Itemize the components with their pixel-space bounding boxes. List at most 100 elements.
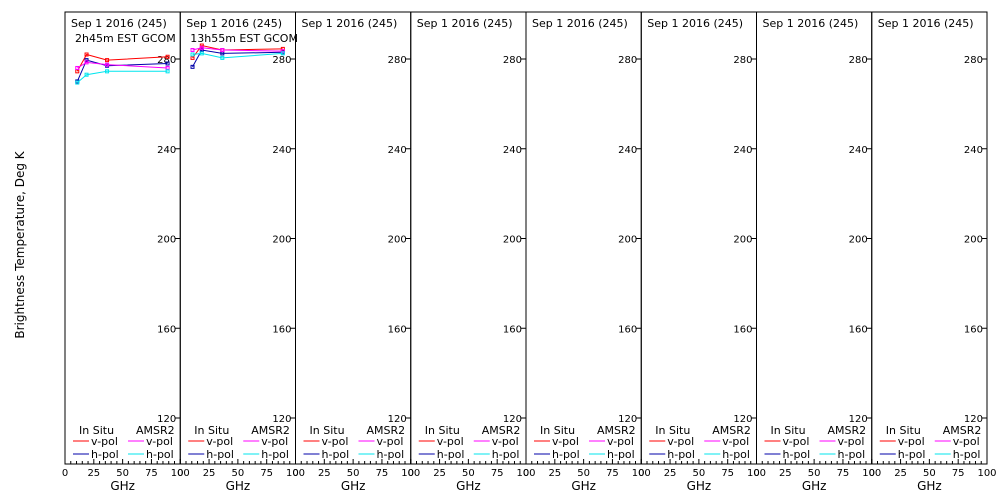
series-line	[76, 53, 168, 72]
data-point	[105, 62, 110, 67]
y-axis-label: Brightness Temperature, Deg K	[13, 150, 27, 338]
data-point	[75, 65, 80, 70]
x-tick-label: 75	[952, 468, 965, 479]
x-axis-label: GHz	[456, 479, 481, 493]
x-tick-label: 0	[408, 468, 414, 479]
panel-title: Sep 1 2016 (245)	[878, 17, 974, 30]
data-point	[105, 69, 110, 74]
y-tick-label: 280	[733, 55, 752, 66]
y-tick-label: 280	[618, 55, 637, 66]
y-tick-label: 240	[503, 145, 522, 156]
x-tick-label: 50	[923, 468, 936, 479]
legend-label: h-pol	[91, 448, 119, 461]
x-tick-label: 50	[347, 468, 360, 479]
y-tick-label: 240	[733, 145, 752, 156]
legend-label: h-pol	[377, 448, 405, 461]
x-tick-label: 50	[808, 468, 821, 479]
y-tick-label: 280	[272, 55, 291, 66]
data-point	[84, 52, 89, 57]
y-tick-label: 120	[157, 414, 176, 425]
data-point	[84, 58, 89, 63]
y-tick-label: 280	[849, 55, 868, 66]
legend-label: h-pol	[146, 448, 174, 461]
x-tick-label: 25	[548, 468, 561, 479]
legend-header-amsr2: AMSR2	[136, 424, 175, 437]
y-tick-label: 280	[503, 55, 522, 66]
x-tick-label: 100	[171, 468, 190, 479]
x-axis-label: GHz	[802, 479, 827, 493]
y-tick-label: 200	[272, 235, 291, 246]
x-axis-label: GHz	[226, 479, 251, 493]
data-point	[75, 80, 80, 85]
legend-header-insitu: In Situ	[79, 424, 114, 437]
x-axis-label: GHz	[571, 479, 596, 493]
x-tick-label: 25	[318, 468, 331, 479]
legend-label: h-pol	[492, 448, 520, 461]
data-point	[199, 45, 204, 50]
legend-label: h-pol	[783, 448, 811, 461]
series-line	[76, 59, 168, 82]
data-point	[190, 64, 195, 69]
x-tick-label: 100	[747, 468, 766, 479]
legend-label: v-pol	[261, 435, 288, 448]
panel-5: Sep 1 2016 (245) 120 160 200 240 280 0 25 50 75 10…	[523, 11, 651, 493]
x-tick-label: 0	[869, 468, 875, 479]
y-tick-label: 240	[618, 145, 637, 156]
panel-8: Sep 1 2016 (245) 120 160 200 240 280 0 25 50 75 10…	[869, 11, 997, 493]
panel-4: Sep 1 2016 (245) 120 160 200 240 280 0 25 50 75 10…	[408, 11, 536, 493]
x-tick-label: 25	[894, 468, 907, 479]
x-tick-label: 50	[116, 468, 129, 479]
legend-label: v-pol	[607, 435, 634, 448]
panel-1: Sep 1 2016 (245) 2h45m EST GCOM 120 160 200 2…	[62, 11, 190, 493]
panel-title: Sep 1 2016 (245)	[302, 17, 398, 30]
legend-label: h-pol	[722, 448, 750, 461]
x-tick-label: 50	[577, 468, 590, 479]
panel-title: Sep 1 2016 (245)	[763, 17, 859, 30]
legend-label: v-pol	[437, 435, 464, 448]
x-tick-label: 0	[62, 468, 68, 479]
data-point	[165, 69, 170, 74]
x-tick-label: 0	[292, 468, 298, 479]
x-axis-label: GHz	[917, 479, 942, 493]
data-point	[75, 69, 80, 74]
panel-3: Sep 1 2016 (245) 120 160 200 240 280 0 25 50 75 10…	[292, 11, 420, 493]
data-point	[280, 51, 285, 56]
y-tick-label: 240	[272, 145, 291, 156]
legend-label: h-pol	[552, 448, 580, 461]
y-tick-label: 280	[964, 55, 983, 66]
legend-header-amsr2: AMSR2	[597, 424, 636, 437]
legend-label: v-pol	[492, 435, 519, 448]
data-point	[280, 49, 285, 54]
y-tick-label: 160	[618, 324, 637, 335]
x-tick-label: 50	[232, 468, 245, 479]
x-tick-label: 25	[779, 468, 792, 479]
legend-header-insitu: In Situ	[194, 424, 229, 437]
x-tick-label: 100	[401, 468, 420, 479]
y-tick-label: 160	[733, 324, 752, 335]
x-tick-label: 0	[638, 468, 644, 479]
y-tick-label: 200	[503, 235, 522, 246]
y-tick-label: 120	[618, 414, 637, 425]
x-tick-label: 100	[632, 468, 651, 479]
legend-header-insitu: In Situ	[540, 424, 575, 437]
panel-subtitle: 2h45m EST GCOM	[75, 32, 176, 45]
x-tick-label: 75	[837, 468, 850, 479]
legend-header-amsr2: AMSR2	[943, 424, 982, 437]
x-tick-label: 100	[977, 468, 996, 479]
x-tick-label: 25	[87, 468, 100, 479]
x-axis-label: GHz	[341, 479, 366, 493]
panel-2: Sep 1 2016 (245) 13h55m EST GCOM 120 160 200…	[177, 11, 305, 493]
series-line	[192, 44, 283, 59]
legend-label: v-pol	[91, 435, 118, 448]
x-tick-label: 25	[433, 468, 446, 479]
legend-label: v-pol	[667, 435, 694, 448]
y-tick-label: 120	[272, 414, 291, 425]
legend-label: h-pol	[838, 448, 866, 461]
legend-label: h-pol	[261, 448, 289, 461]
y-tick-label: 120	[388, 414, 407, 425]
legend-label: v-pol	[146, 435, 173, 448]
x-tick-label: 75	[721, 468, 734, 479]
y-tick-label: 280	[388, 55, 407, 66]
legend-label: v-pol	[838, 435, 865, 448]
